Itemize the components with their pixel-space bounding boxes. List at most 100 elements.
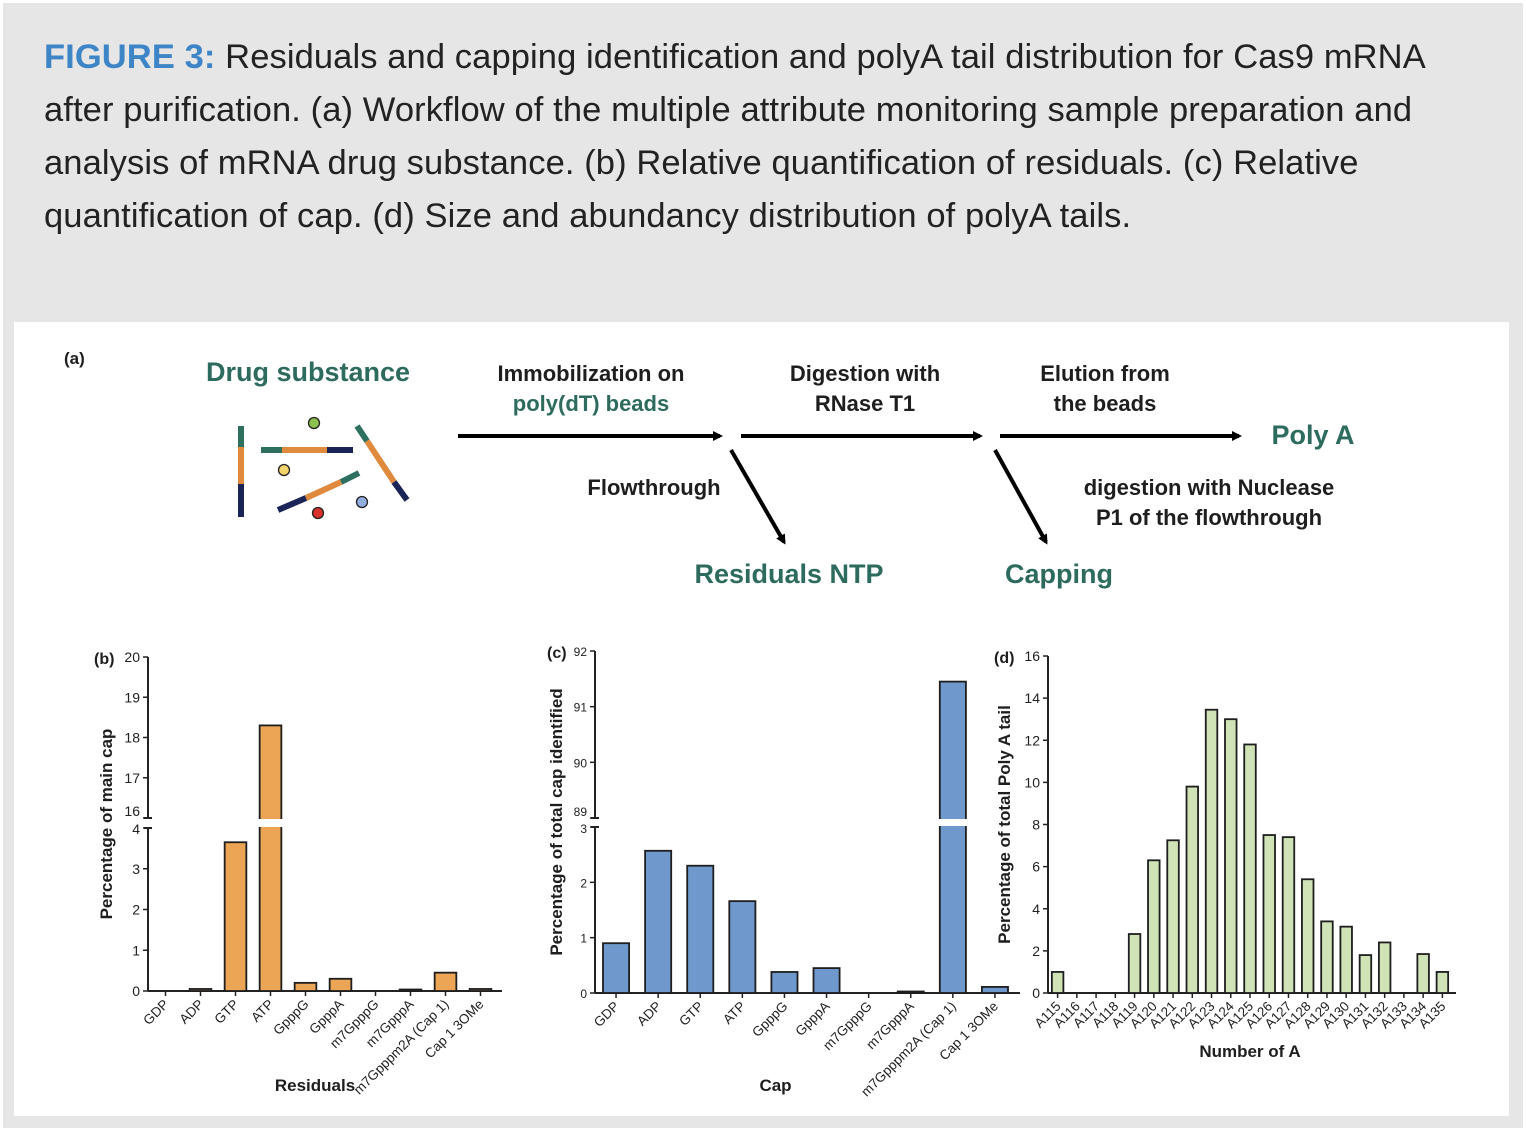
y-tick-label: 16 [124, 803, 140, 819]
bar [188, 988, 213, 992]
y-tick-label: 1 [132, 942, 140, 958]
panel-label: (d) [994, 650, 1014, 667]
y-tick-label: 90 [574, 756, 588, 770]
caption-lead: FIGURE 3: [44, 38, 216, 76]
y-tick-label: 0 [1032, 985, 1040, 1001]
bar [1204, 708, 1219, 994]
y-tick-label: 0 [132, 983, 140, 999]
flowthrough-label: Flowthrough [587, 475, 720, 500]
y-tick-label: 18 [124, 730, 140, 746]
bar [1224, 718, 1238, 994]
y-tick-label: 8 [1032, 817, 1040, 833]
panel-a-label: (a) [64, 349, 85, 368]
y-tick-label: 6 [1032, 859, 1040, 875]
bar-break-gap [937, 819, 968, 826]
capping-label: Capping [1005, 559, 1113, 589]
bar [770, 971, 799, 994]
bar [1166, 839, 1180, 994]
bar [644, 849, 673, 994]
y-tick-label: 2 [132, 902, 140, 918]
residuals-ntp-label: Residuals NTP [694, 559, 883, 589]
y-tick-label: 12 [1024, 732, 1040, 748]
bar [938, 680, 967, 994]
bar [1339, 925, 1353, 994]
bar [468, 988, 493, 992]
step-elution-line2: the beads [1054, 391, 1157, 416]
y-tick-label: 89 [574, 805, 588, 819]
figure-svg: (a) Drug substance [64, 349, 1456, 1099]
y-tick-label: 4 [1032, 901, 1040, 917]
bar [293, 981, 318, 992]
drug-substance-label: Drug substance [206, 357, 410, 387]
bar [980, 986, 1009, 994]
step-immobilization-line2: poly(dT) beads [513, 391, 669, 416]
bar [1243, 743, 1257, 994]
panel-label: (c) [547, 645, 567, 662]
bar [1301, 878, 1315, 994]
step-immobilization-line1: Immobilization on [498, 361, 685, 386]
y-tick-label: 20 [124, 649, 140, 665]
chart-polya: (d)0246810121416A115A116A117A118A119A120… [994, 648, 1456, 1061]
x-category-label: GpppG [749, 999, 790, 1040]
bar [1435, 971, 1450, 994]
step-digestion-line2: RNase T1 [815, 391, 915, 416]
y-tick-label: 0 [580, 987, 587, 1001]
panel-label: (b) [94, 651, 114, 668]
x-axis-title: Residuals [275, 1076, 355, 1095]
bar [1185, 785, 1199, 994]
y-tick-label: 91 [574, 701, 588, 715]
y-tick-label: 17 [124, 770, 140, 786]
bar [258, 724, 283, 992]
y-tick-label: 16 [1024, 648, 1040, 664]
bar [896, 990, 925, 994]
bar [686, 864, 715, 994]
figure-caption: FIGURE 3: Residuals and capping identifi… [44, 31, 1484, 243]
y-tick-label: 19 [124, 689, 140, 705]
x-category-label: GTP [211, 997, 241, 1027]
y-tick-label: 4 [132, 821, 140, 837]
y-axis-title: Percentage of total Poly A tail [995, 705, 1014, 944]
step-elution-line1: Elution from [1040, 361, 1170, 386]
y-tick-label: 1 [580, 932, 587, 946]
y-axis-title: Percentage of main cap [97, 729, 116, 920]
y-tick-label: 14 [1024, 690, 1040, 706]
bar [328, 977, 353, 992]
x-category-label: ATP [248, 997, 276, 1025]
x-category-label: ADP [634, 999, 664, 1029]
y-tick-label: 3 [132, 861, 140, 877]
y-tick-label: 92 [574, 645, 588, 659]
figure-panel: (a) Drug substance [14, 322, 1509, 1116]
y-tick-label: 2 [1032, 943, 1040, 959]
x-category-label: GpppA [792, 999, 832, 1039]
x-axis-title: Number of A [1199, 1042, 1300, 1061]
bar [602, 942, 631, 994]
x-category-label: GDP [140, 997, 171, 1028]
nuclease-line1: digestion with Nuclease [1084, 475, 1335, 500]
bar [223, 841, 248, 992]
mrna-illustration-icon [238, 416, 410, 520]
step-digestion-line1: Digestion with [790, 361, 940, 386]
bar-break-gap [257, 819, 284, 827]
caption-text: Residuals and capping identification and… [44, 38, 1424, 235]
y-tick-label: 2 [580, 876, 587, 890]
x-category-label: ADP [176, 997, 206, 1027]
poly-a-label: Poly A [1271, 420, 1354, 450]
bar [1262, 834, 1276, 994]
x-axis-title: Cap [759, 1076, 791, 1095]
bar [398, 988, 423, 992]
bar [1147, 859, 1161, 994]
x-category-label: GDP [591, 999, 622, 1030]
bar [1050, 971, 1065, 994]
y-tick-label: 10 [1024, 774, 1040, 790]
bar [1377, 941, 1392, 994]
bar [1358, 954, 1373, 994]
x-category-label: ATP [720, 999, 748, 1027]
nuclease-line2: P1 of the flowthrough [1096, 505, 1322, 530]
bar [1416, 953, 1430, 994]
arrow-flowthrough-icon [729, 449, 786, 545]
workflow-diagram: (a) Drug substance [64, 349, 1355, 589]
bar [728, 900, 757, 994]
arrow-capping-icon [993, 449, 1048, 545]
